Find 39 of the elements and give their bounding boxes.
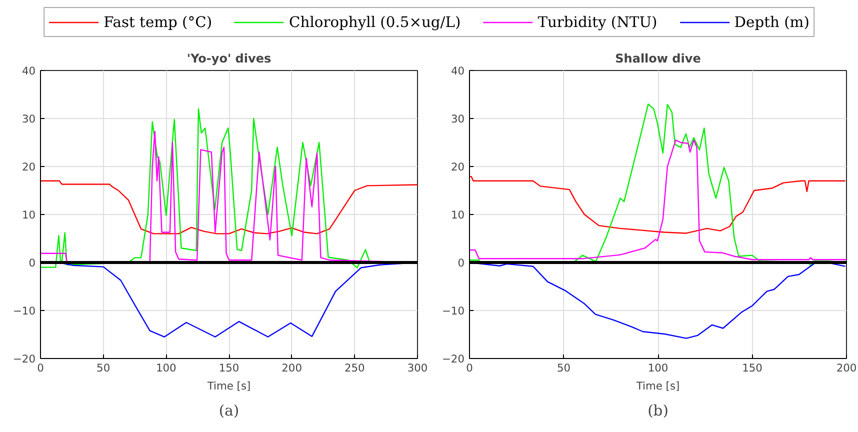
x-axis-title: Time [s] <box>206 380 251 392</box>
legend-label: Chlorophyll (0.5×ug/L) <box>289 14 461 30</box>
line-series <box>40 180 418 234</box>
x-tick-label: 0 <box>466 362 474 374</box>
legend-label: Depth (m) <box>734 14 810 30</box>
line-series <box>470 176 846 234</box>
y-tick-label: 30 <box>450 112 465 126</box>
x-axis-title: Time [s] <box>635 380 680 392</box>
y-tick-label: −20 <box>13 352 36 366</box>
x-tick-label: 200 <box>282 362 302 374</box>
y-tick-label: −10 <box>13 304 36 318</box>
y-tick-label: 20 <box>450 160 465 174</box>
y-tick-label: 10 <box>450 208 465 222</box>
x-tick-label: 150 <box>218 362 240 374</box>
y-tick-label: −20 <box>442 352 465 366</box>
x-tick-label: 250 <box>344 362 366 374</box>
legend-label: Fast temp (°C) <box>104 14 212 30</box>
x-tick-label: 0 <box>37 362 44 374</box>
x-tick-label: 50 <box>96 362 110 374</box>
legend-label: Turbidity (NTU) <box>538 14 658 30</box>
x-tick-label: 150 <box>742 362 763 374</box>
y-tick-label: 40 <box>22 64 36 78</box>
y-tick-label: 0 <box>28 256 36 270</box>
x-tick-label: 100 <box>648 362 668 374</box>
text: (b) <box>648 402 668 420</box>
line-series <box>470 140 846 260</box>
chart-title: 'Yo-yo' dives <box>186 52 272 66</box>
y-tick-label: −10 <box>442 304 465 318</box>
y-tick-label: 0 <box>458 256 465 270</box>
y-tick-label: 40 <box>450 64 465 78</box>
x-tick-label: 50 <box>556 362 571 374</box>
y-tick-label: 30 <box>22 112 36 126</box>
x-tick-label: 300 <box>407 362 428 374</box>
text: (a) <box>218 402 240 420</box>
y-tick-label: 10 <box>22 208 36 222</box>
y-tick-label: 20 <box>22 160 36 174</box>
x-tick-label: 100 <box>156 362 177 374</box>
chart-title: Shallow dive <box>615 52 701 66</box>
x-tick-label: 200 <box>836 362 857 374</box>
